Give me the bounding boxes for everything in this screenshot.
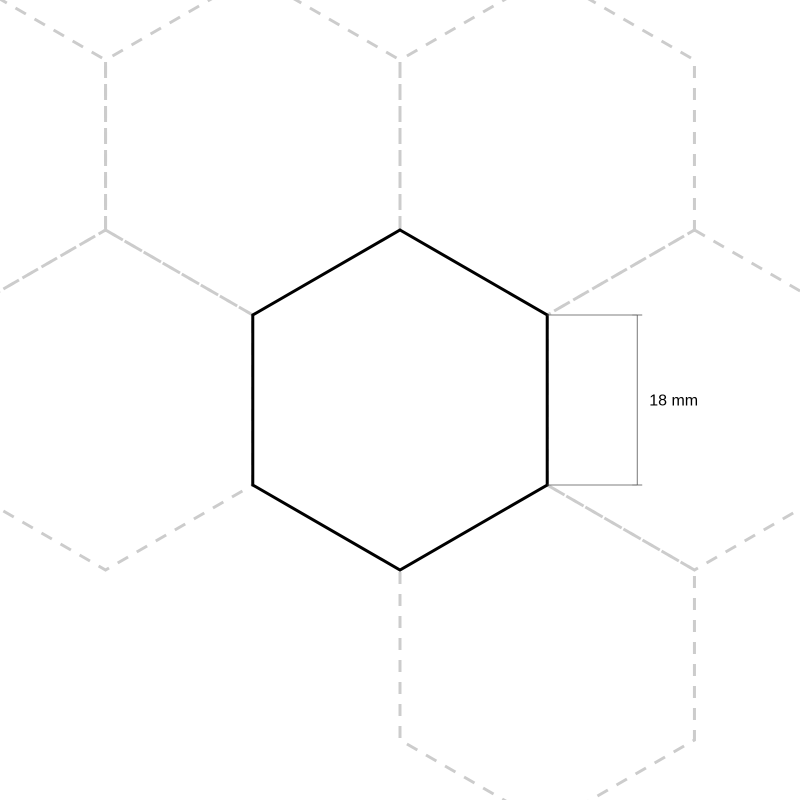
dimension-callout: 18 mm <box>547 315 698 485</box>
hexagon-diagram: 18 mm <box>0 0 800 800</box>
main-hexagon <box>253 230 547 570</box>
dimension-label: 18 mm <box>649 393 698 410</box>
background-hexagon <box>0 230 253 570</box>
background-hexagon <box>0 0 106 315</box>
